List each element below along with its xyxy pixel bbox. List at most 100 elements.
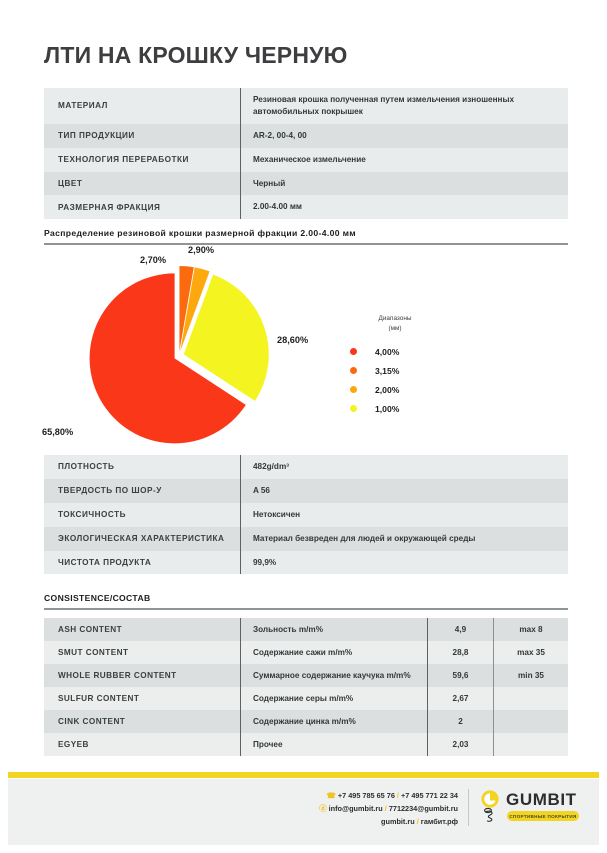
consistence-description: Содержание цинка m/m% — [241, 710, 428, 733]
footer-divider — [468, 789, 469, 826]
email-1[interactable]: info@gumbit.ru — [328, 803, 383, 813]
consistence-description: Содержание сажи m/m% — [241, 641, 428, 664]
footer-emails: ⓓ info@gumbit.ru / 7712234@gumbit.ru — [258, 803, 458, 816]
consistence-name: SMUT CONTENT — [44, 641, 241, 664]
legend-label: 1,00% — [375, 403, 400, 414]
chart-legend: Диапазоны (мм) 4,00% 3,15% 2,00% 1,00% — [344, 314, 474, 418]
spec-value: AR-2, 00-4, 00 — [253, 130, 307, 140]
consistence-limit: max 8 — [519, 625, 543, 634]
legend-label: 4,00% — [375, 346, 400, 357]
consistence-description: Содержание серы m/m% — [241, 687, 428, 710]
legend-color-swatch — [350, 367, 357, 375]
spec-key: ПЛОТНОСТЬ — [44, 455, 241, 479]
consistence-limit — [494, 687, 568, 710]
pie-slice — [180, 267, 210, 352]
email-2[interactable]: 7712234@gumbit.ru — [388, 803, 458, 813]
spec-key: ТВЕРДОСТЬ ПО ШОР-У — [44, 478, 241, 503]
logo-wordmark: GUMBIT — [506, 790, 577, 809]
spec-row: РАЗМЕРНАЯ ФРАКЦИЯ 2.00-4.00 мм — [44, 195, 568, 220]
separator: / — [416, 816, 419, 826]
consistence-name: CINK CONTENT — [44, 710, 241, 733]
consistence-value: 2 — [428, 710, 494, 733]
phone-icon: ☎ — [326, 791, 336, 800]
spec-key: ЦВЕТ — [44, 171, 241, 196]
footer-contacts: ☎ +7 495 785 65 76 / +7 495 771 22 34 ⓓ in… — [258, 790, 458, 828]
consistence-section-heading: CONSISTENCE/СОСТАВ — [44, 593, 568, 610]
phone-2[interactable]: +7 495 771 22 34 — [400, 791, 458, 800]
consistence-limit — [494, 710, 568, 733]
pie-chart-area: 65,80% 2,70% 2,90% 28,60% Диапазоны (мм)… — [42, 245, 568, 451]
site-1[interactable]: gumbit.ru — [381, 816, 415, 826]
heading-rule — [44, 608, 568, 610]
table-row: WHOLE RUBBER CONTENT Суммарное содержание… — [44, 664, 568, 687]
consistence-value: 4,9 — [428, 618, 494, 641]
gumbit-logo[interactable]: GUMBIT спортивные покрытия — [479, 789, 579, 829]
footer-panel — [8, 779, 599, 845]
spec-value: 482g/dm³ — [253, 462, 289, 471]
spec-row: ТЕХНОЛОГИЯ ПЕРЕРАБОТКИ Механическое измел… — [44, 147, 568, 172]
legend-title: Диапазоны (мм) — [344, 314, 474, 333]
footer-phones: ☎ +7 495 785 65 76 / +7 495 771 22 34 — [258, 790, 458, 803]
spec-value: A 56 — [253, 485, 270, 495]
pie-chart-svg — [89, 266, 269, 444]
consistence-limit — [494, 733, 568, 756]
pie-slice — [89, 273, 246, 444]
table-row: SULFUR CONTENT Содержание серы m/m% 2,67 — [44, 687, 568, 710]
consistence-table: ASH CONTENT Зольность m/m% 4,9 max 8 SMUT CO… — [44, 618, 568, 756]
heading-rule — [44, 243, 568, 245]
page-title: ЛТИ НА КРОШКУ ЧЕРНУЮ — [44, 42, 348, 68]
pie-label-orange: 2,70% — [140, 255, 167, 265]
consistence-value: 2,03 — [428, 733, 494, 756]
spec-row: ТВЕРДОСТЬ ПО ШОР-У A 56 — [44, 478, 568, 503]
table-row: ASH CONTENT Зольность m/m% 4,9 max 8 — [44, 618, 568, 641]
consistence-heading-text: CONSISTENCE/СОСТАВ — [44, 593, 151, 603]
consistence-description: Суммарное содержание каучука m/m% — [241, 664, 428, 687]
spec-key: ТЕХНОЛОГИЯ ПЕРЕРАБОТКИ — [44, 147, 241, 172]
spec-value: 2.00-4.00 мм — [253, 202, 302, 212]
spec-row: ПЛОТНОСТЬ 482g/dm³ — [44, 455, 568, 479]
spec-row: ЦВЕТ Черный — [44, 171, 568, 196]
consistence-name: EGYEB — [44, 733, 241, 756]
consistence-limit: min 35 — [518, 671, 544, 680]
chart-section-heading: Распределение резиновой крошки размерной… — [44, 228, 568, 245]
legend-label: 2,00% — [375, 384, 400, 395]
separator: / — [384, 803, 387, 813]
consistence-limit: max 35 — [517, 648, 545, 657]
consistence-name: ASH CONTENT — [44, 618, 241, 641]
pie-slice — [179, 266, 194, 352]
spec-key: ЭКОЛОГИЧЕСКАЯ ХАРАКТЕРИСТИКА — [44, 526, 241, 551]
spec-key: РАЗМЕРНАЯ ФРАКЦИЯ — [44, 195, 241, 220]
pie-label-yellow: 28,60% — [277, 335, 309, 345]
spec-value: Черный — [253, 178, 286, 188]
table-row: EGYEB Прочее 2,03 — [44, 733, 568, 756]
pie-label-red: 65,80% — [42, 427, 74, 437]
site-2[interactable]: гамбит.рф — [420, 816, 458, 826]
legend-item: 3,15% — [344, 361, 474, 380]
spec-value: Материал безвреден для людей и окружающе… — [253, 533, 476, 543]
spec-key: ТОКСИЧНОСТЬ — [44, 502, 241, 527]
spec-value: Механическое измельчение — [253, 154, 366, 164]
consistence-description: Зольность m/m% — [241, 618, 428, 641]
consistence-name: SULFUR CONTENT — [44, 687, 241, 710]
logo-tagline: спортивные покрытия — [507, 811, 579, 821]
consistence-value: 59,6 — [428, 664, 494, 687]
spec-row: ЧИСТОТА ПРОДУКТА 99,9% — [44, 550, 568, 575]
table-row: SMUT CONTENT Содержание сажи m/m% 28,8 max … — [44, 641, 568, 664]
legend-item: 1,00% — [344, 399, 474, 418]
table-row: CINK CONTENT Содержание цинка m/m% 2 — [44, 710, 568, 733]
phone-1[interactable]: +7 495 785 65 76 — [337, 791, 395, 800]
chart-heading-text: Распределение резиновой крошки размерной… — [44, 228, 356, 238]
legend-color-swatch — [350, 405, 357, 413]
legend-title-line1: Диапазоны — [378, 315, 412, 322]
separator: / — [396, 791, 399, 800]
consistence-description: Прочее — [241, 733, 428, 756]
spec-row: ТОКСИЧНОСТЬ Нетоксичен — [44, 502, 568, 527]
spec-row: ЭКОЛОГИЧЕСКАЯ ХАРАКТЕРИСТИКА Материал без… — [44, 526, 568, 551]
spec-key: ЧИСТОТА ПРОДУКТА — [44, 550, 241, 575]
spec-value: 99,9% — [253, 557, 277, 567]
consistence-value: 28,8 — [428, 641, 494, 664]
pie-slice — [183, 274, 269, 401]
spec-row: ТИП ПРОДУКЦИИ AR-2, 00-4, 00 — [44, 123, 568, 148]
footer-sites: gumbit.ru / гамбит.рф — [258, 816, 458, 829]
pie-label-amber: 2,90% — [188, 245, 215, 255]
